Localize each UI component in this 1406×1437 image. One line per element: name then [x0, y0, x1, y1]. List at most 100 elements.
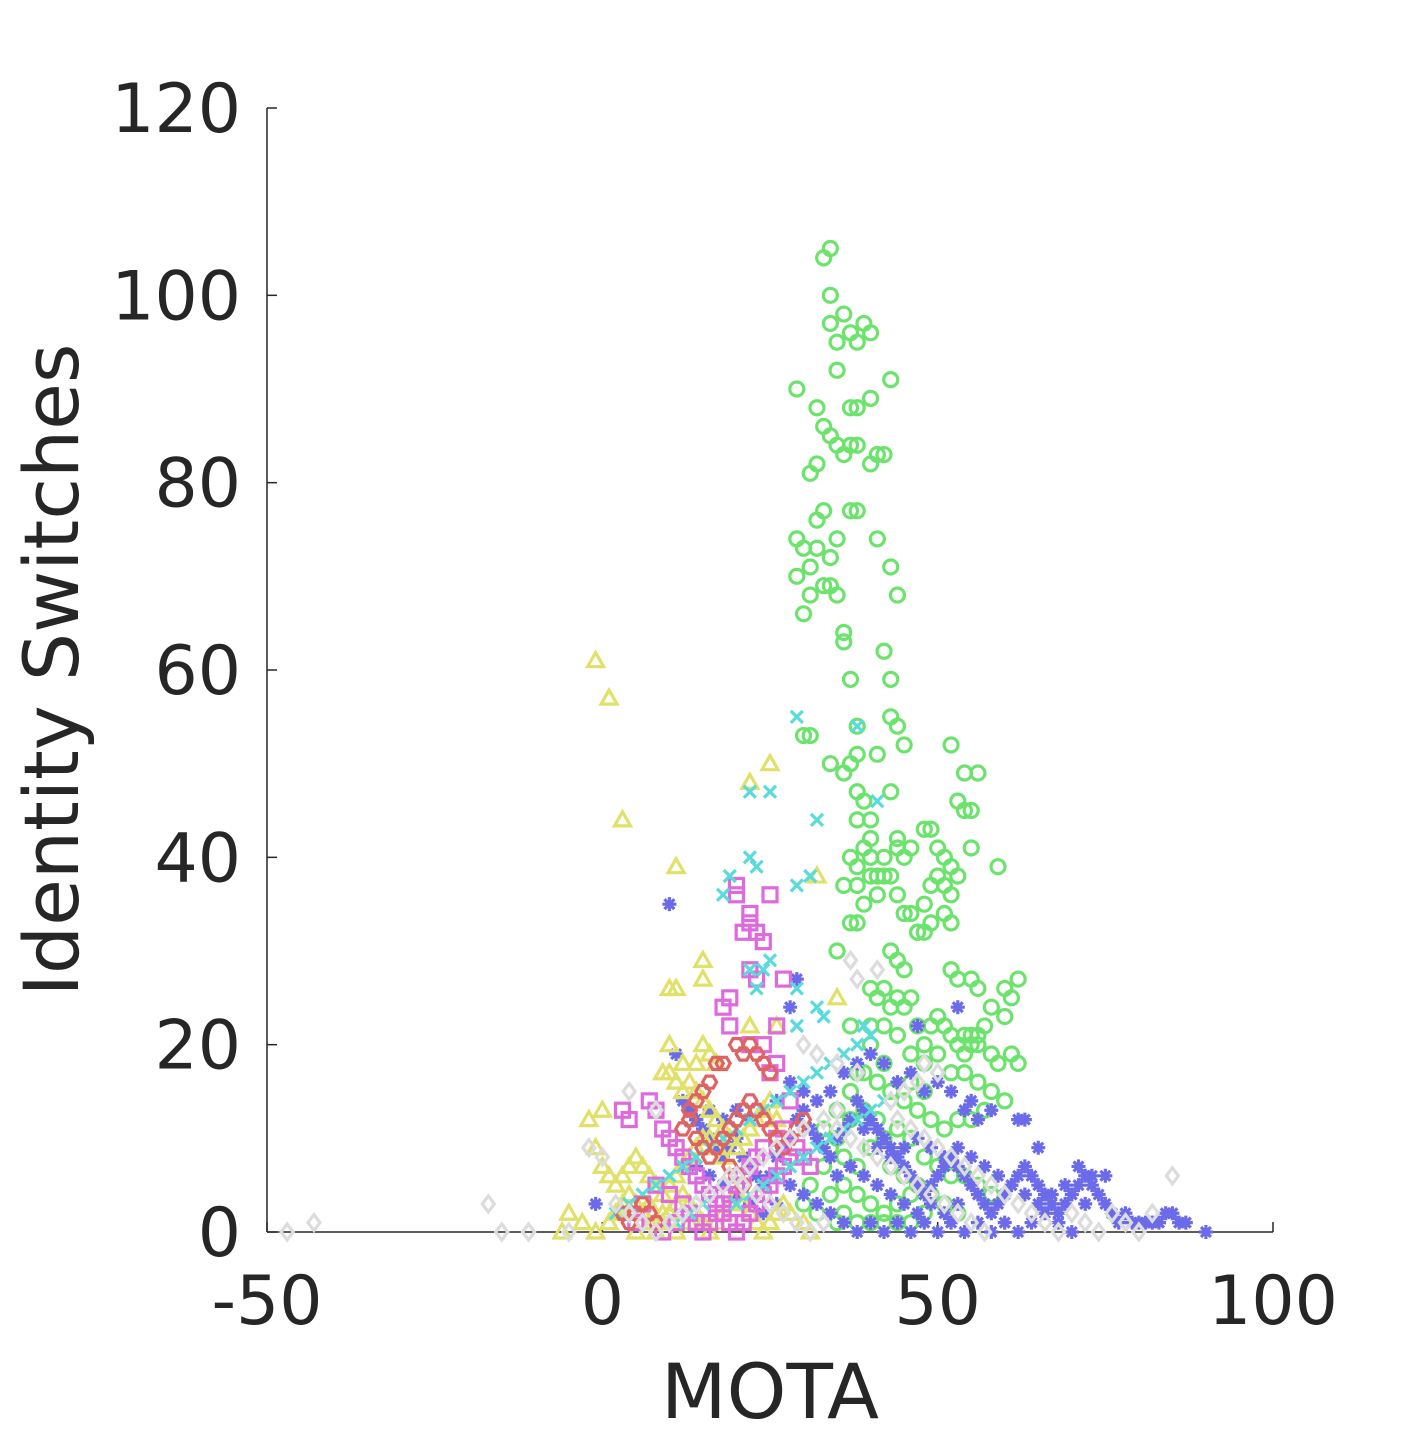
data-point-asterisk	[856, 1168, 871, 1183]
data-point-circle	[895, 904, 913, 923]
data-point-asterisk	[850, 1093, 865, 1108]
data-point-asterisk	[702, 1168, 717, 1183]
data-point-circle	[949, 867, 967, 885]
data-point-triangle	[672, 1080, 694, 1100]
data-point-cross	[782, 1159, 798, 1174]
data-point-circle	[915, 923, 933, 941]
data-point-asterisk	[870, 1121, 885, 1136]
data-point-diamond	[882, 1155, 899, 1178]
data-point-diamond	[916, 1127, 933, 1150]
data-point-triangle	[651, 1211, 674, 1231]
data-point-circle	[848, 436, 866, 454]
data-point-triangle	[732, 1127, 754, 1146]
data-point-diamond	[1130, 1221, 1147, 1243]
data-point-diamond	[1050, 1221, 1067, 1243]
data-point-diamond	[929, 1062, 946, 1084]
data-point-circle	[828, 942, 846, 960]
data-point-circle	[835, 1176, 853, 1194]
data-point-square	[801, 1157, 819, 1176]
data-point-asterisk	[890, 1215, 905, 1230]
data-point-circle	[882, 670, 900, 688]
data-point-circle	[915, 820, 933, 838]
data-point-triangle	[598, 1164, 620, 1184]
data-point-square	[781, 1092, 799, 1110]
data-point-asterisk	[1078, 1196, 1093, 1211]
data-point-diamond	[1104, 1202, 1121, 1224]
data-point-asterisk	[897, 1140, 912, 1155]
data-point-cross	[796, 1149, 811, 1165]
data-point-asterisk	[1064, 1225, 1079, 1239]
data-point-circle	[835, 305, 853, 323]
data-point-hexagon	[727, 1111, 746, 1128]
data-point-asterisk	[950, 1140, 965, 1155]
data-point-hexagon	[633, 1196, 652, 1212]
data-point-asterisk	[1151, 1215, 1166, 1230]
data-point-cross	[850, 719, 865, 734]
data-point-asterisk	[950, 1000, 965, 1015]
data-points	[279, 239, 1213, 1243]
data-point-cross	[856, 1018, 872, 1034]
data-point-asterisk	[789, 972, 804, 987]
data-point-diamond	[762, 1193, 778, 1215]
data-point-circle	[841, 670, 860, 688]
data-point-diamond	[1117, 1211, 1134, 1234]
data-point-hexagon	[761, 1065, 779, 1081]
data-point-circle	[875, 642, 893, 660]
data-point-asterisk	[662, 897, 677, 912]
x-ticks: -50 0 50 100	[211, 1222, 1338, 1341]
data-point-diamond	[788, 1211, 805, 1234]
data-point-circle	[848, 399, 866, 417]
data-point-triangle	[692, 949, 714, 968]
data-point-diamond	[949, 1202, 966, 1224]
data-point-asterisk	[1011, 1168, 1026, 1183]
data-point-cross	[742, 962, 758, 977]
data-point-circle	[808, 511, 826, 529]
data-point-asterisk	[903, 1225, 918, 1239]
data-point-asterisk	[702, 1131, 717, 1146]
data-point-asterisk	[917, 1215, 932, 1230]
data-point-diamond	[768, 1137, 785, 1159]
data-point-circle	[801, 558, 819, 576]
data-point-circle	[942, 736, 960, 754]
data-point-hexagon	[687, 1130, 706, 1147]
data-point-asterisk	[809, 1131, 824, 1146]
data-point-asterisk	[783, 1075, 798, 1090]
data-point-asterisk	[1004, 1178, 1019, 1193]
data-point-cross	[729, 1196, 744, 1212]
data-point-circle	[848, 858, 866, 876]
data-point-triangle	[658, 1061, 681, 1081]
data-point-circle	[902, 904, 920, 923]
data-point-diamond	[996, 1183, 1013, 1206]
data-point-asterisk	[991, 1168, 1006, 1183]
data-point-circle	[908, 923, 927, 941]
data-point-triangle	[665, 1070, 687, 1090]
data-point-asterisk	[1071, 1178, 1086, 1193]
data-point-diamond	[634, 1211, 651, 1234]
data-point-square	[620, 1110, 638, 1129]
data-point-cross	[803, 868, 818, 884]
data-point-asterisk	[1044, 1187, 1059, 1202]
data-point-triangle	[665, 855, 687, 875]
data-point-diamond	[916, 1052, 933, 1075]
data-point-triangle	[638, 1211, 661, 1231]
data-point-circle	[969, 1073, 987, 1091]
data-point-circle	[828, 530, 846, 548]
data-point-circle	[882, 371, 900, 389]
data-point-asterisk	[588, 1196, 603, 1211]
data-point-circle	[935, 1120, 953, 1138]
data-point-asterisk	[897, 1196, 912, 1211]
data-point-square	[774, 970, 793, 988]
data-point-circle	[882, 783, 900, 801]
data-point-diamond	[721, 1165, 738, 1187]
data-point-circle	[861, 1195, 880, 1213]
data-point-circle	[888, 717, 907, 735]
data-point-circle	[841, 399, 860, 417]
data-point-asterisk	[863, 1112, 878, 1127]
data-point-triangle	[752, 1099, 775, 1118]
data-point-diamond	[815, 1108, 832, 1131]
data-point-circle	[794, 726, 813, 745]
data-point-diamond	[1063, 1202, 1080, 1224]
data-point-circle	[915, 1036, 933, 1054]
data-point-asterisk	[749, 1168, 764, 1183]
data-point-triangle	[665, 977, 687, 997]
